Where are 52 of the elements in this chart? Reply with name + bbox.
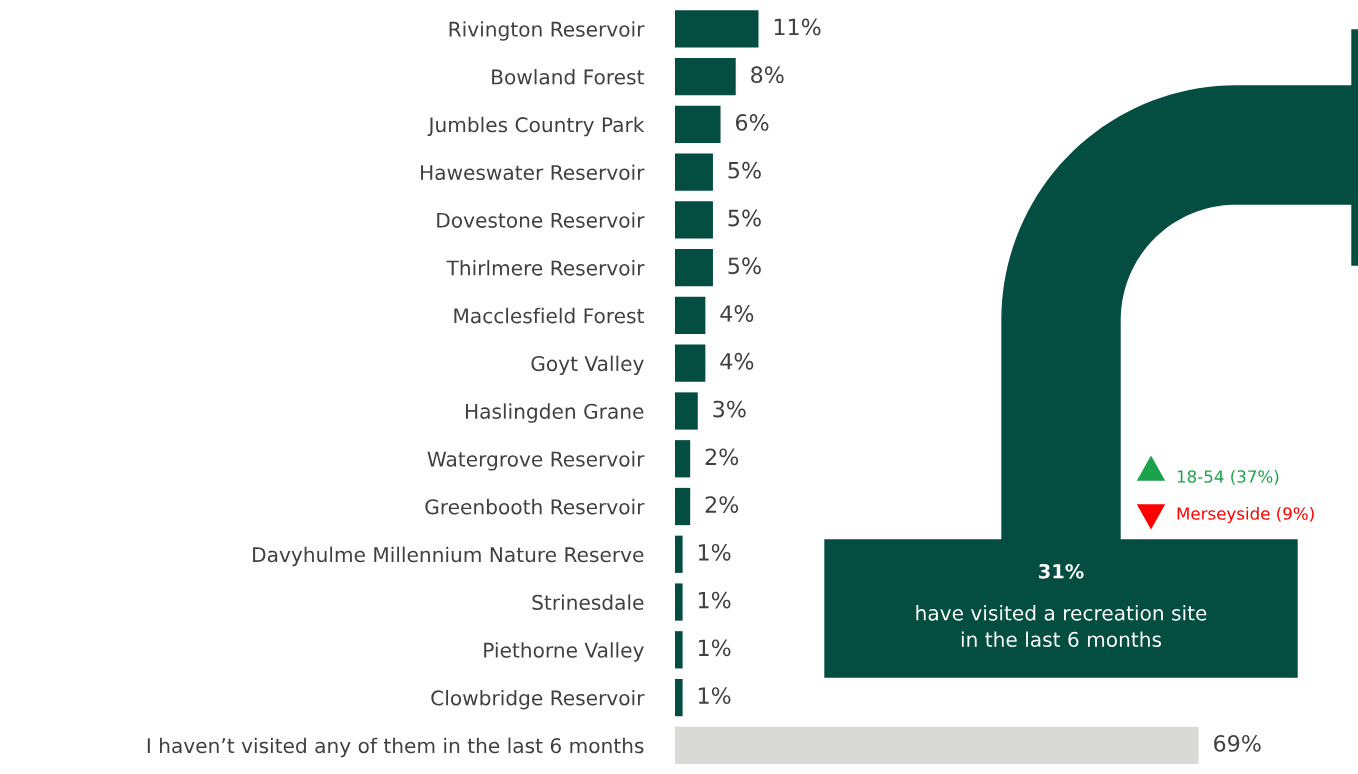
data-label: 69% (1214, 734, 1261, 752)
annotation: 18-54 (37%) (1177, 469, 1279, 485)
y-tick-label: Greenbooth Reservoir (425, 498, 645, 515)
bar (675, 487, 691, 526)
data-label: 4% (720, 352, 754, 370)
y-tick-label: Haslingden Grane (465, 403, 644, 423)
bar (675, 344, 706, 382)
y-tick-label: Jumbles Country Park (427, 116, 645, 137)
data-label: 11% (774, 18, 821, 36)
y-tick-label: Haweswater Reservoir (421, 164, 645, 181)
data-label: 1% (698, 639, 731, 657)
bar (675, 440, 691, 478)
data-label: 8% (751, 66, 784, 84)
y-tick-label: Dovestone Reservoir (437, 212, 645, 228)
data-label: 1% (698, 543, 731, 561)
data-label: 2% (705, 448, 739, 466)
bar (675, 678, 683, 717)
annotation: 31% (1039, 563, 1084, 579)
bar (675, 201, 713, 239)
bar (675, 583, 683, 621)
data-label: 1% (698, 687, 731, 705)
y-tick-label: Rivington Reservoir (449, 21, 645, 41)
y-tick-label: Thirlmere Reservoir (446, 260, 645, 276)
y-tick-label: Strinesdale (532, 594, 644, 610)
data-label: 4% (720, 305, 754, 322)
data-label: 1% (698, 591, 731, 609)
data-label: 2% (705, 496, 739, 513)
y-tick-label: Macclesfield Forest (454, 307, 644, 324)
bar (675, 58, 736, 96)
y-tick-label: Clowbridge Reservoir (431, 689, 645, 710)
y-tick-label: Davyhulme Millennium Nature Reserve (253, 546, 644, 567)
bar (675, 726, 1199, 764)
bar (675, 153, 713, 191)
bar (675, 249, 713, 287)
bar (675, 105, 721, 144)
y-tick-label: Watergrove Reservoir (427, 451, 645, 471)
bar (675, 10, 759, 48)
bar (675, 631, 683, 669)
data-label: 6% (735, 114, 769, 131)
annotation: Merseyside (9%) (1177, 506, 1314, 524)
bar (675, 535, 683, 573)
y-tick-label: I haven’t visited any of them in the last 6 months (147, 737, 644, 758)
y-tick-label: Bowland Forest (492, 68, 644, 85)
y-tick-label: Piethorne Valley (484, 642, 644, 662)
data-label: 5% (728, 209, 761, 227)
annotation: have visited a recreation site in the last 6 months (916, 605, 1207, 648)
data-label: 5% (728, 161, 761, 179)
data-label: 3% (713, 400, 746, 418)
data-label: 5% (728, 257, 761, 275)
bar (675, 296, 706, 335)
bar (675, 392, 698, 430)
y-tick-label: Goyt Valley (531, 355, 644, 376)
